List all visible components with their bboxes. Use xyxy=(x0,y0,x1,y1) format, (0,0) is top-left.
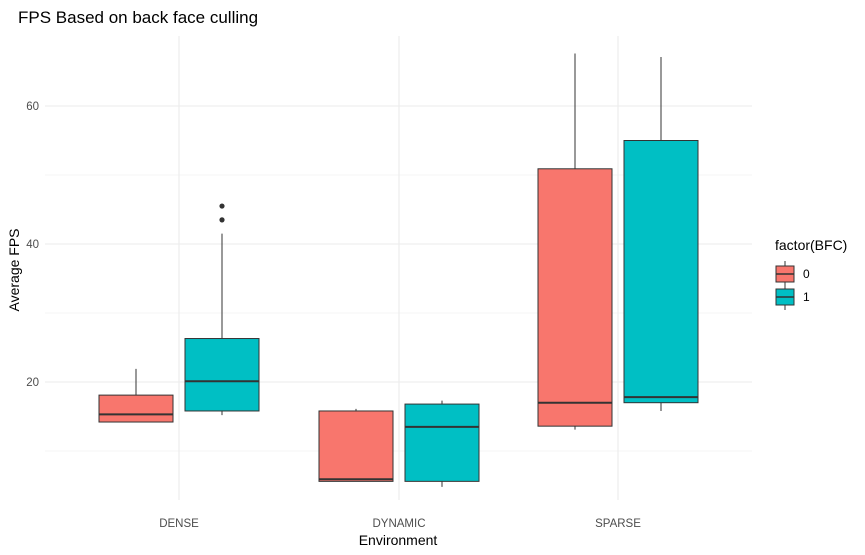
box-iqr xyxy=(318,410,394,482)
box-iqr xyxy=(623,140,699,404)
box-dynamic-bfc-1 xyxy=(404,400,480,487)
box-sparse-bfc-0 xyxy=(537,53,613,430)
y-tick-label: 20 xyxy=(26,377,39,389)
box-dense-bfc-1 xyxy=(184,203,260,416)
y-tick-label: 40 xyxy=(26,239,39,251)
outlier-point xyxy=(219,217,225,223)
x-tick-label: DENSE xyxy=(159,518,199,530)
legend-key-1 xyxy=(775,284,795,310)
box-dynamic-bfc-0 xyxy=(318,408,394,482)
legend-label: 0 xyxy=(803,267,810,281)
legend-label: 1 xyxy=(803,290,810,304)
x-tick-label: SPARSE xyxy=(595,518,641,530)
x-tick-label: DYNAMIC xyxy=(372,518,425,530)
legend-key-0 xyxy=(775,261,795,287)
boxes xyxy=(98,53,699,487)
box-iqr xyxy=(404,403,480,482)
box-iqr xyxy=(184,338,260,412)
box-iqr xyxy=(537,168,613,427)
axes: 20 40 60 DENSE DYNAMIC SPARSE xyxy=(26,101,641,530)
grid xyxy=(45,36,752,500)
legend-title: factor(BFC) xyxy=(775,237,847,253)
y-tick-label: 60 xyxy=(26,101,39,113)
outlier-point xyxy=(219,203,225,209)
chart-title: FPS Based on back face culling xyxy=(18,8,258,27)
box-iqr xyxy=(98,394,174,423)
y-axis-title: Average FPS xyxy=(6,228,22,311)
box-dense-bfc-0 xyxy=(98,368,174,423)
x-axis-title: Environment xyxy=(359,532,438,548)
box-sparse-bfc-1 xyxy=(623,57,699,411)
legend: factor(BFC) 0 1 xyxy=(775,237,847,310)
